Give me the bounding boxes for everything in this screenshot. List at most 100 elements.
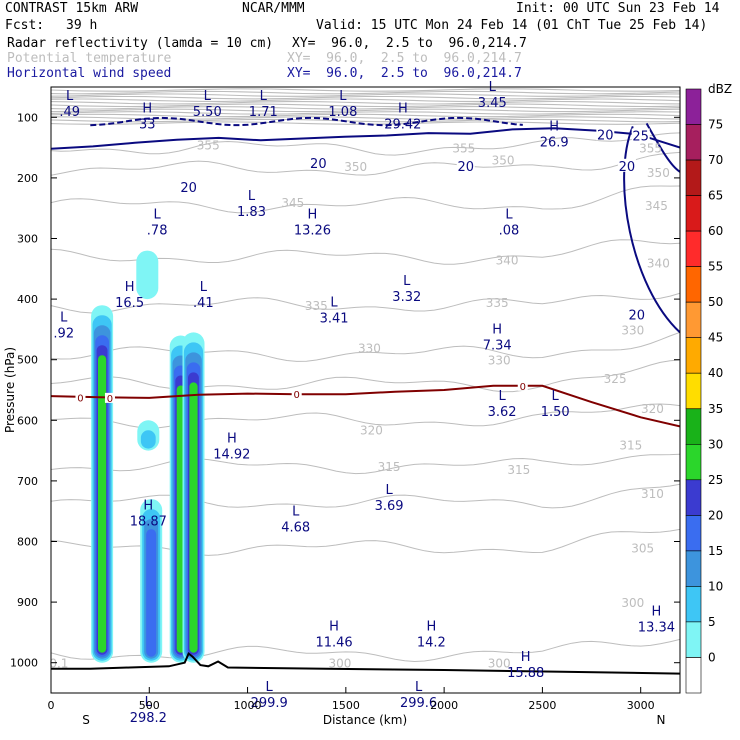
extremum-value: 3.69	[375, 499, 404, 514]
forecast-hour: 39 h	[66, 18, 98, 33]
extremum-type: L	[260, 89, 268, 104]
theta-contour-line	[51, 331, 680, 362]
extremum-value: 18.87	[130, 514, 167, 529]
extremum-value: 3.62	[488, 405, 517, 420]
colorbar-tick-label: 65	[708, 189, 723, 203]
extremum-type: H	[398, 101, 408, 116]
colorbar-swatch	[685, 408, 702, 445]
reflectivity-cell	[146, 529, 157, 657]
theta-label: 335	[486, 296, 509, 310]
colorbar-tick-label: 40	[708, 366, 723, 380]
extremum-value: 1.71	[249, 105, 278, 120]
extremum-value: 13.26	[294, 223, 331, 238]
theta-label: 340	[496, 254, 519, 268]
extremum-type: L	[552, 389, 560, 404]
extremum-value: 11.46	[315, 635, 352, 650]
theta-contour-line	[51, 453, 680, 475]
extremum-value: 3.45	[478, 96, 507, 111]
wind-label: 20	[619, 160, 636, 175]
init-time: Init: 00 UTC Sun 23 Feb 14	[516, 1, 720, 16]
extremum-type: H	[521, 650, 531, 665]
extremum-value: .78	[147, 223, 168, 238]
theta-label: 350	[492, 154, 515, 168]
theta-band-line	[51, 88, 680, 92]
theta-band-line	[51, 95, 680, 100]
theta-label: 340	[647, 257, 670, 271]
extremum-value: 4.68	[281, 520, 310, 535]
y-tick-label: 500	[17, 354, 38, 367]
upper-theta-band	[51, 88, 680, 125]
y-tick-label: 400	[17, 293, 38, 306]
colorbar: 0 5 10 15 20 25 30 35 40 45 50 55 60 65 70 75	[685, 88, 723, 694]
terrain-line	[51, 652, 680, 675]
theta-contour-line	[51, 359, 680, 393]
theta-label: 300	[488, 657, 511, 671]
freezing-level: 0 0 0 0	[51, 380, 680, 428]
freezing-label: 0	[77, 393, 83, 404]
extremum-value: 14.2	[417, 635, 446, 650]
theta-contour-line	[51, 483, 680, 509]
wind-label-bg	[596, 127, 615, 141]
extremum-type: H	[549, 120, 559, 135]
theta-label: 315	[619, 439, 642, 453]
colorbar-unit: dBZ	[708, 82, 732, 96]
extremum-value: 298.2	[130, 711, 167, 726]
theta-band-line	[51, 111, 680, 115]
colorbar-tick-label: 0	[708, 651, 716, 665]
colorbar-swatch	[685, 372, 702, 410]
reflectivity-cell	[189, 382, 198, 653]
theta-band-line	[51, 100, 680, 105]
theta-label: 300	[621, 596, 644, 610]
theta-band-line	[51, 103, 680, 108]
extremum-type: H	[329, 619, 339, 634]
wind-contour-20	[51, 127, 680, 150]
extremum-type: L	[498, 389, 506, 404]
theta-band-line	[51, 121, 680, 125]
x-tick-label: 3000	[627, 699, 655, 712]
extremum-type: H	[308, 207, 318, 222]
wind-label: 25	[632, 129, 649, 144]
extremum-value: .41	[193, 296, 214, 311]
extremum-type: L	[415, 680, 423, 695]
freezing-label-bg	[104, 392, 115, 403]
wind-label-bg	[456, 158, 475, 172]
contour-labels: 355 355 355 350 350 350 345 345 340 340 335 335 330 3…	[49, 127, 670, 671]
forecast-label: Fcst:	[5, 18, 45, 33]
reflectivity-cell	[140, 430, 156, 449]
colorbar-swatch	[685, 657, 702, 694]
x-start-label: S	[82, 713, 90, 727]
y-tick-label: 700	[17, 475, 38, 488]
theta-label: 305	[631, 542, 654, 556]
extremum-value: 33	[139, 117, 156, 132]
extremum-value: 3.32	[392, 290, 421, 305]
colorbar-tick-label: 20	[708, 508, 723, 522]
colorbar-swatch	[685, 301, 702, 339]
wind-label: 20	[597, 128, 614, 143]
reflectivity-cell	[98, 355, 107, 653]
theta-contour-line	[51, 292, 680, 314]
extremum-value: 7.34	[483, 339, 512, 354]
extremum-type: H	[125, 280, 135, 295]
extremum-type: H	[652, 604, 662, 619]
theta-label: 355	[452, 142, 475, 156]
extremum-type: L	[60, 310, 68, 325]
theta-label: 350	[344, 160, 367, 174]
x-tick-label: 500	[139, 699, 160, 712]
theta-label: 350	[647, 166, 670, 180]
extremum-value: 1.08	[328, 105, 357, 120]
wind-label-bg	[627, 307, 646, 321]
theta-band-line	[51, 93, 680, 97]
x-tick-label: 1000	[234, 699, 262, 712]
wind-label-bg	[631, 128, 650, 142]
y-tick-label: 300	[17, 233, 38, 246]
theta-label: 325	[604, 372, 627, 386]
x-tick-label: 0	[48, 699, 55, 712]
colorbar-swatch	[685, 124, 702, 161]
extremum-type: L	[200, 280, 208, 295]
theta-label: 345	[645, 199, 668, 213]
freezing-label-bg	[291, 389, 302, 400]
colorbar-swatch	[685, 586, 702, 623]
extremum-type: L	[66, 89, 74, 104]
wind-label: 20	[180, 181, 197, 196]
